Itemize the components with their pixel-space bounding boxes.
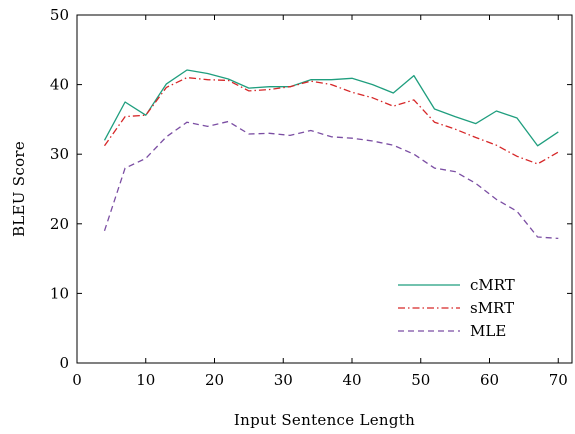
y-tick-label: 30 bbox=[50, 145, 69, 163]
legend: cMRT sMRT MLE bbox=[398, 276, 515, 340]
legend-label-cmrt: cMRT bbox=[470, 276, 515, 294]
x-axis-title: Input Sentence Length bbox=[234, 411, 415, 429]
x-tick-label: 60 bbox=[480, 371, 499, 389]
series-layer bbox=[105, 70, 559, 238]
x-tick-label: 70 bbox=[549, 371, 568, 389]
x-tick-label: 10 bbox=[136, 371, 155, 389]
legend-label-mle: MLE bbox=[470, 322, 506, 340]
y-tick-label: 10 bbox=[50, 284, 69, 302]
x-tick-label: 20 bbox=[205, 371, 224, 389]
series-line-smrt bbox=[105, 78, 559, 164]
y-tick-label: 0 bbox=[59, 354, 69, 372]
y-tick-label: 20 bbox=[50, 215, 69, 233]
y-tick-label: 50 bbox=[50, 6, 69, 24]
x-tick-label: 50 bbox=[411, 371, 430, 389]
y-axis-title: BLEU Score bbox=[10, 141, 28, 237]
x-tick-label: 0 bbox=[72, 371, 82, 389]
series-line-cmrt bbox=[105, 70, 559, 146]
series-line-mle bbox=[105, 122, 559, 239]
y-tick-label: 40 bbox=[50, 76, 69, 94]
legend-label-smrt: sMRT bbox=[470, 299, 514, 317]
x-tick-label: 30 bbox=[274, 371, 293, 389]
x-tick-label: 40 bbox=[342, 371, 361, 389]
